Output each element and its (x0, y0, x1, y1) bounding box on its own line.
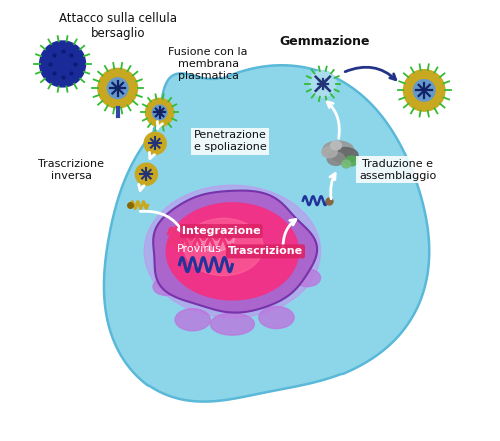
Ellipse shape (294, 269, 320, 287)
Ellipse shape (184, 218, 263, 276)
Polygon shape (153, 191, 317, 313)
Circle shape (404, 70, 445, 111)
Ellipse shape (195, 225, 234, 251)
Ellipse shape (342, 160, 350, 168)
Circle shape (40, 41, 86, 87)
Text: Provirus: Provirus (177, 244, 222, 254)
Text: Trascrizione
inversa: Trascrizione inversa (38, 159, 104, 180)
Circle shape (144, 132, 166, 154)
Circle shape (108, 78, 128, 98)
Ellipse shape (259, 306, 294, 329)
Text: Gemmazione: Gemmazione (280, 35, 370, 49)
Ellipse shape (332, 147, 358, 163)
Text: Trascrizione: Trascrizione (228, 247, 303, 256)
Circle shape (414, 80, 435, 101)
Ellipse shape (322, 146, 337, 157)
Text: Fusione con la
membrana
plasmatica: Fusione con la membrana plasmatica (168, 47, 248, 81)
Circle shape (136, 163, 158, 185)
Ellipse shape (175, 309, 210, 331)
Text: Attacco sulla cellula
bersaglio: Attacco sulla cellula bersaglio (58, 12, 176, 41)
Ellipse shape (330, 141, 342, 150)
Ellipse shape (327, 152, 345, 165)
Ellipse shape (210, 313, 254, 335)
Ellipse shape (153, 278, 180, 295)
Ellipse shape (323, 141, 354, 159)
Ellipse shape (166, 203, 298, 300)
Polygon shape (104, 65, 429, 402)
Text: Traduzione e
assemblaggio: Traduzione e assemblaggio (359, 159, 436, 180)
Text: Integrazione: Integrazione (182, 226, 260, 236)
Text: Penetrazione
e spoliazione: Penetrazione e spoliazione (194, 131, 266, 152)
Circle shape (152, 105, 167, 120)
Circle shape (310, 71, 336, 97)
Ellipse shape (345, 156, 358, 166)
Circle shape (98, 68, 138, 108)
Ellipse shape (144, 185, 320, 318)
Circle shape (316, 77, 330, 91)
Circle shape (146, 98, 174, 127)
